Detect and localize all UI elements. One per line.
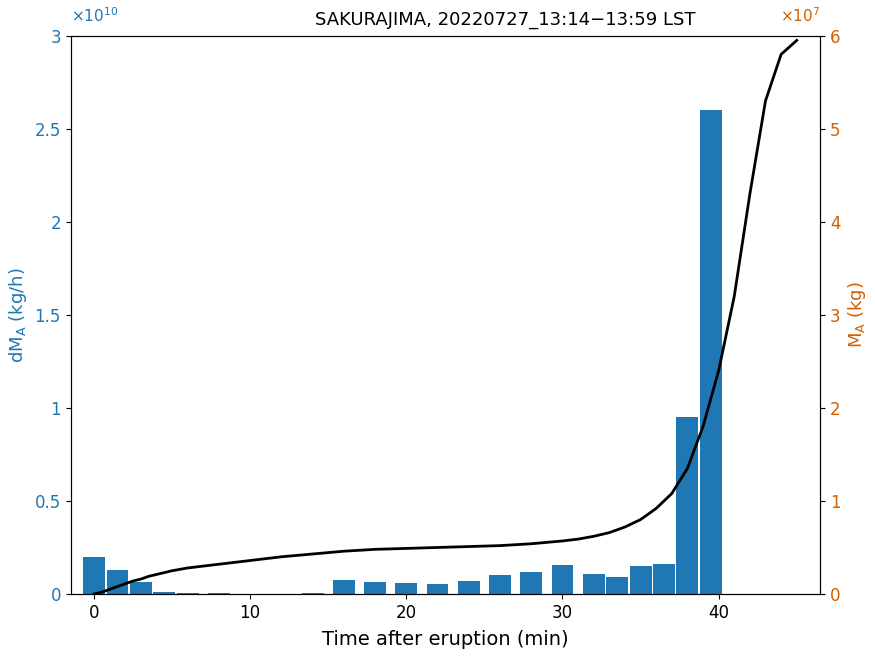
X-axis label: Time after eruption (min): Time after eruption (min) [322,630,569,649]
Bar [333,580,354,594]
Bar [458,581,480,594]
Title: SAKURAJIMA, 20220727_13:14−13:59 LST: SAKURAJIMA, 20220727_13:14−13:59 LST [315,11,696,29]
Bar [551,565,573,594]
Bar [427,584,449,594]
Bar [700,110,722,594]
Bar [302,593,324,594]
Bar [83,557,105,594]
Bar [130,582,151,594]
Text: $\times 10^{10}$: $\times 10^{10}$ [71,6,118,24]
Bar [630,566,652,594]
Y-axis label: $\mathrm{M_A}$ (kg): $\mathrm{M_A}$ (kg) [846,281,868,348]
Y-axis label: $\mathrm{dM_A}$ (kg/h): $\mathrm{dM_A}$ (kg/h) [7,267,29,363]
Bar [653,564,675,594]
Bar [177,593,199,594]
Bar [489,575,511,594]
Bar [153,592,175,594]
Bar [583,573,605,594]
Text: $\times 10^{7}$: $\times 10^{7}$ [780,6,820,24]
Bar [107,570,129,594]
Bar [676,417,698,594]
Bar [521,571,542,594]
Bar [396,583,417,594]
Bar [606,577,628,594]
Bar [364,582,386,594]
